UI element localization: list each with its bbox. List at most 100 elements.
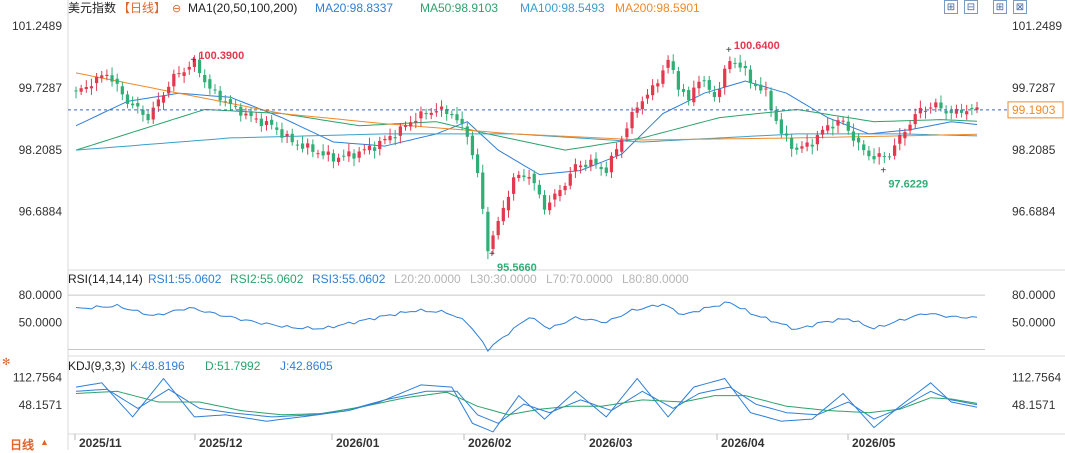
candle-body: [161, 95, 166, 103]
candle-body: [506, 196, 511, 211]
candle-body: [965, 111, 969, 115]
candle-body: [558, 190, 562, 197]
candle-body: [223, 101, 227, 103]
candle-body: [100, 75, 104, 79]
candle-body: [609, 155, 614, 173]
candle-body: [331, 153, 336, 162]
candle-body: [548, 202, 552, 211]
candle-body: [475, 154, 480, 174]
candle-body: [831, 126, 835, 129]
ma-line-ma200: [75, 72, 978, 141]
annotation-label: 100.3900: [198, 50, 244, 62]
candle-body: [398, 126, 402, 136]
candle-body: [156, 99, 160, 107]
x-tick-label: 2026/01: [336, 436, 380, 450]
candle-body: [336, 157, 341, 162]
candle-body: [378, 140, 382, 150]
candle-body: [486, 211, 490, 252]
candle-body: [280, 129, 284, 138]
candle-body: [944, 110, 948, 114]
candle-body: [450, 113, 454, 116]
candle-body: [306, 143, 310, 148]
rsi-indicator-name: RSI(14,14,14): [68, 272, 143, 286]
candle-body: [259, 118, 263, 127]
ma-legend-item: MA50:98.9103: [420, 1, 498, 15]
candle-body: [568, 173, 572, 186]
rsi-legend-item: RSI1:55.0602: [148, 272, 222, 286]
x-tick-label: 2026/02: [468, 436, 512, 450]
candle-body: [373, 147, 377, 151]
candle-body: [578, 165, 583, 168]
candle-body: [429, 112, 433, 115]
candle-body: [326, 151, 330, 155]
candle-body: [949, 110, 953, 114]
candle-body: [826, 125, 830, 131]
period-daily-button[interactable]: 日线 ▲: [0, 436, 56, 452]
annotation-marker: +: [726, 45, 732, 56]
candle-body: [187, 66, 191, 70]
candle-body: [424, 113, 428, 115]
price-tick-left: 101.2489: [12, 19, 62, 33]
grid-expand-icon[interactable]: ⊞: [993, 0, 1007, 14]
candle-body: [573, 164, 578, 172]
kdj-legend-item: K:48.8196: [130, 359, 185, 373]
candle-body: [764, 88, 768, 90]
rsi-legend-item: L80:80.0000: [622, 272, 689, 286]
candle-body: [923, 110, 928, 112]
candle-body: [383, 138, 387, 141]
kdj-tick-right: 112.7564: [1012, 370, 1061, 384]
candle-body: [738, 62, 742, 68]
candle-body: [270, 119, 274, 125]
candle-body: [125, 94, 130, 104]
candle-body: [898, 135, 902, 144]
grid-zoom-in-icon[interactable]: ⊞: [944, 0, 958, 14]
candle-body: [105, 74, 109, 76]
kdj-line-d: [75, 390, 978, 416]
candle-body: [784, 133, 789, 136]
annotation-marker: +: [190, 55, 196, 66]
candle-body: [681, 89, 686, 92]
kdj-legend-item: D:51.7992: [205, 359, 261, 373]
candle-body: [753, 83, 758, 87]
candle-body: [748, 69, 753, 83]
candle-body: [481, 172, 485, 209]
candle-body: [342, 155, 346, 157]
candle-body: [893, 145, 897, 156]
candle-body: [651, 85, 655, 96]
candle-body: [630, 112, 634, 129]
candle-body: [434, 111, 439, 113]
x-tick-label: 2025/12: [199, 436, 243, 450]
candle-body: [661, 70, 665, 84]
candle-body: [553, 193, 557, 200]
candle-body: [887, 156, 892, 158]
candle-body: [264, 121, 269, 126]
candle-body: [640, 101, 644, 110]
candle-body: [717, 89, 722, 97]
rsi-tick-right: 50.0000: [1012, 315, 1056, 329]
candle-body: [414, 120, 418, 123]
candle-body: [712, 92, 717, 98]
grid-zoom-out-icon[interactable]: ⊟: [964, 0, 978, 14]
candle-body: [872, 156, 876, 160]
candle-body: [465, 126, 469, 137]
candle-body: [300, 143, 305, 149]
indicator-settings-icon: ✻: [2, 357, 10, 368]
rsi-legend-item: RSI3:55.0602: [312, 272, 386, 286]
candle-body: [233, 105, 238, 107]
x-tick-label: 2026/05: [852, 436, 896, 450]
candle-body: [867, 150, 871, 157]
candle-body: [146, 113, 150, 121]
kdj-line-k: [75, 386, 978, 424]
candle-body: [774, 109, 778, 121]
candle-body: [666, 59, 670, 68]
grid-collapse-icon[interactable]: ⊠: [1013, 0, 1027, 14]
period-daily-label: 日线: [10, 438, 35, 452]
candle-body: [491, 235, 495, 249]
rsi-legend-item: RSI2:55.0602: [230, 272, 304, 286]
candle-body: [800, 146, 804, 149]
candle-body: [856, 137, 861, 143]
ma-settings-icon: ⊖: [172, 3, 181, 15]
candle-body: [599, 166, 603, 170]
